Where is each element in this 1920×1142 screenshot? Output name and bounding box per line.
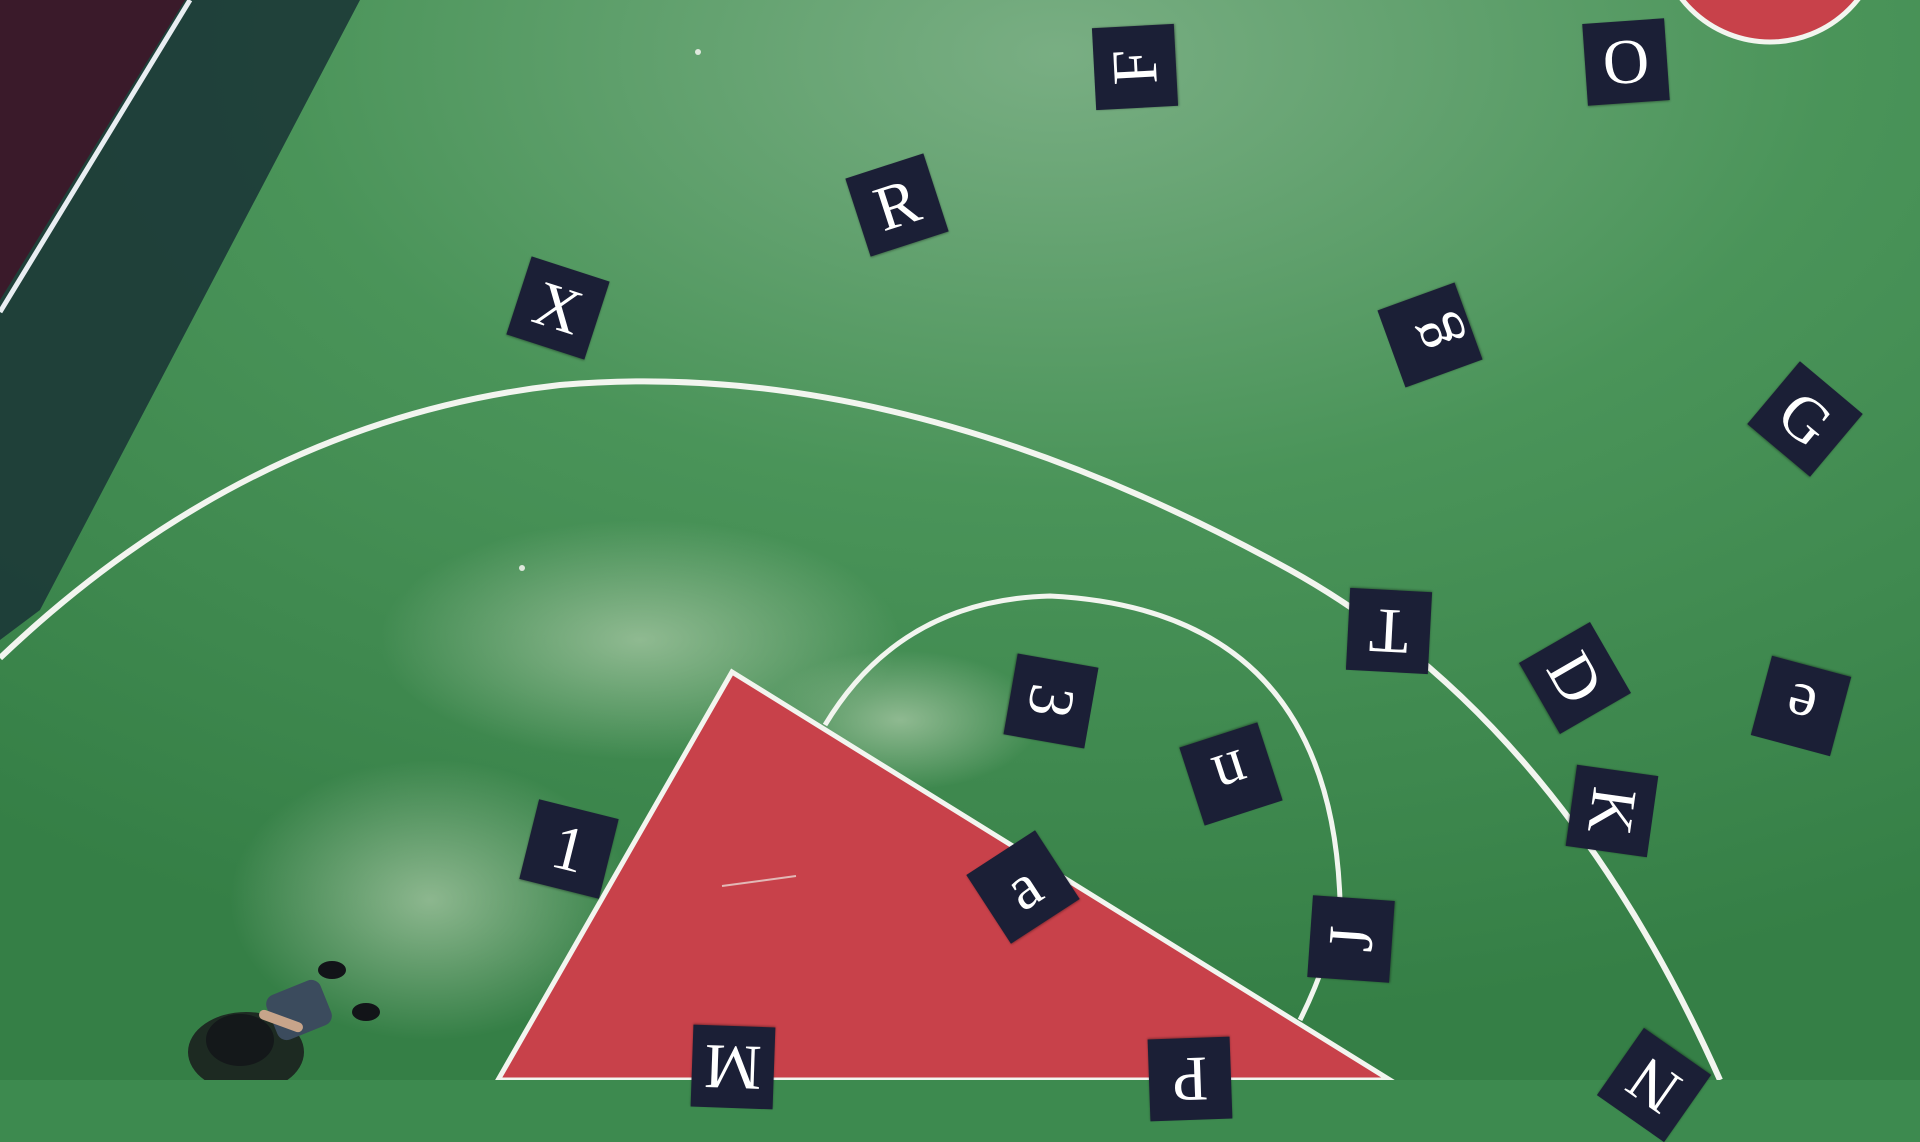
letter-tile-K: K: [1565, 764, 1659, 858]
debris-dot: [519, 565, 525, 571]
court-surface: [0, 0, 1920, 1080]
letter-tile-O: O: [1582, 18, 1670, 106]
person-figure: [188, 961, 380, 1080]
center-circle: [1679, 0, 1861, 45]
debris-dot: [695, 49, 701, 55]
letter-tile-M: M: [690, 1024, 776, 1110]
letter-tile-J: J: [1307, 895, 1395, 983]
letter-tile-T: T: [1345, 587, 1433, 675]
letter-tile-F: F: [1091, 23, 1179, 111]
letter-tile-P: P: [1147, 1036, 1233, 1122]
three-point-line: [0, 378, 1723, 1080]
court-margin-maroon: [0, 0, 185, 300]
boundary-line: [0, 0, 193, 314]
scuff-mark: [721, 875, 797, 887]
letter-tile-3: 3: [1003, 653, 1099, 749]
